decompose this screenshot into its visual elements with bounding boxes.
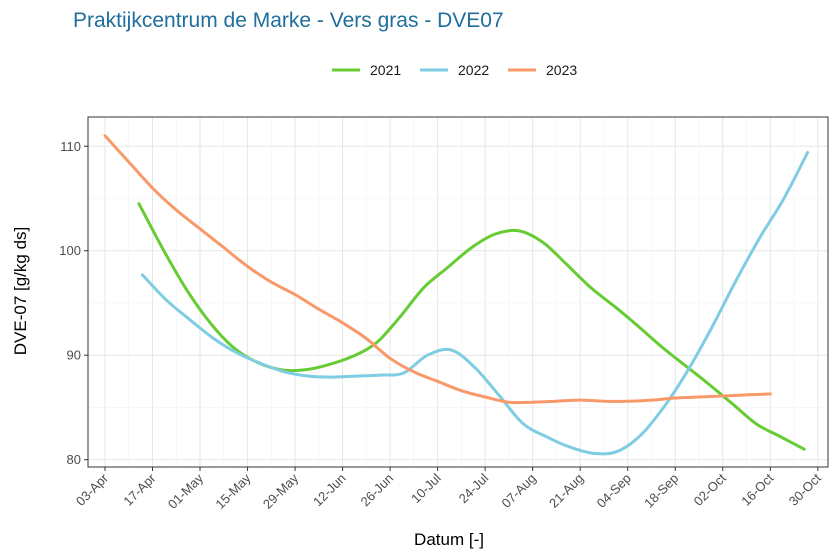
- x-tick-label: 21-Aug: [546, 471, 586, 511]
- y-axis-title: DVE-07 [g/kg ds]: [11, 227, 30, 356]
- plot-panel: [87, 116, 829, 468]
- legend-item-2023: 2023: [508, 62, 577, 78]
- y-axis: 80 90 100 110: [59, 139, 88, 467]
- series-lines: [103, 134, 810, 456]
- x-axis-title: Datum [-]: [414, 530, 484, 549]
- x-tick-label: 12-Jun: [310, 471, 349, 510]
- y-tick-label: 110: [60, 139, 81, 154]
- y-tick-label: 90: [67, 348, 81, 363]
- x-tick-label: 17-Apr: [120, 470, 159, 509]
- x-tick-label: 16-Oct: [738, 470, 776, 508]
- series-line-2022: [140, 151, 810, 456]
- x-tick-label: 07-Aug: [499, 471, 539, 511]
- x-tick-label: 24-Jul: [456, 470, 492, 506]
- x-tick-label: 04-Sep: [594, 471, 634, 511]
- gridlines: [88, 117, 828, 467]
- legend-label: 2023: [546, 62, 577, 78]
- x-tick-label: 01-May: [165, 470, 207, 512]
- x-tick-label: 10-Jul: [408, 470, 444, 506]
- x-tick-label: 30-Oct: [786, 470, 824, 508]
- y-tick-label: 100: [59, 243, 81, 258]
- legend-label: 2021: [370, 62, 401, 78]
- x-axis: 03-Apr 17-Apr 01-May 15-May 29-May 12-Jun 26-J…: [73, 467, 824, 512]
- plot-background: [88, 117, 828, 467]
- y-tick-label: 80: [67, 452, 81, 467]
- plot-border: [87, 116, 829, 468]
- x-tick-label: 29-May: [260, 470, 302, 512]
- chart-title: Praktijkcentrum de Marke - Vers gras - D…: [73, 9, 504, 32]
- x-tick-label: 02-Oct: [691, 470, 729, 508]
- legend: 2021 2022 2023: [332, 62, 577, 78]
- x-tick-label: 15-May: [212, 470, 254, 512]
- x-tick-label: 18-Sep: [641, 471, 681, 511]
- legend-item-2022: 2022: [420, 62, 489, 78]
- legend-label: 2022: [458, 62, 489, 78]
- x-tick-label: 26-Jun: [358, 471, 397, 510]
- x-tick-label: 03-Apr: [73, 470, 112, 509]
- legend-item-2021: 2021: [332, 62, 401, 78]
- series-line-2023: [103, 134, 772, 405]
